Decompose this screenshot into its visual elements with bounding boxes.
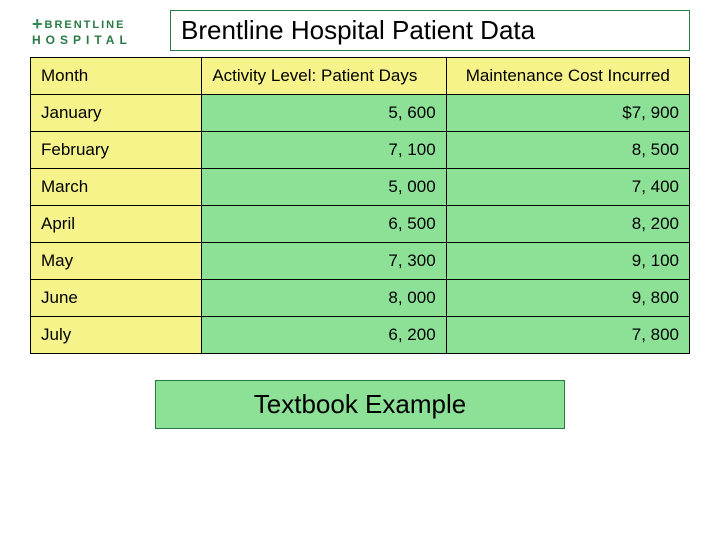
cell-cost: 8, 500 <box>446 132 689 169</box>
table-row: January5, 600$7, 900 <box>31 95 690 132</box>
cell-activity: 7, 300 <box>202 243 446 280</box>
cell-month: July <box>31 317 202 354</box>
table-row: May7, 3009, 100 <box>31 243 690 280</box>
col-header-activity: Activity Level: Patient Days <box>202 58 446 95</box>
footer-label: Textbook Example <box>155 380 564 429</box>
cell-cost: 7, 800 <box>446 317 689 354</box>
brand-logo: + BRENTLINE HOSPITAL <box>30 12 170 49</box>
table-row: April6, 5008, 200 <box>31 206 690 243</box>
cell-activity: 6, 200 <box>202 317 446 354</box>
cell-activity: 8, 000 <box>202 280 446 317</box>
cell-activity: 5, 000 <box>202 169 446 206</box>
cell-cost: 9, 100 <box>446 243 689 280</box>
cell-month: March <box>31 169 202 206</box>
header-row: + BRENTLINE HOSPITAL Brentline Hospital … <box>30 10 690 51</box>
cell-cost: 9, 800 <box>446 280 689 317</box>
cell-month: June <box>31 280 202 317</box>
cell-month: May <box>31 243 202 280</box>
col-header-month: Month <box>31 58 202 95</box>
table-row: March5, 0007, 400 <box>31 169 690 206</box>
cell-activity: 7, 100 <box>202 132 446 169</box>
cell-cost: 8, 200 <box>446 206 689 243</box>
cell-month: April <box>31 206 202 243</box>
table-row: July6, 2007, 800 <box>31 317 690 354</box>
brand-subtitle: HOSPITAL <box>32 33 132 47</box>
cell-cost: 7, 400 <box>446 169 689 206</box>
patient-data-table: Month Activity Level: Patient Days Maint… <box>30 57 690 354</box>
col-header-cost: Maintenance Cost Incurred <box>446 58 689 95</box>
cell-cost: $7, 900 <box>446 95 689 132</box>
cell-month: February <box>31 132 202 169</box>
page-title: Brentline Hospital Patient Data <box>170 10 690 51</box>
brand-name: BRENTLINE <box>45 19 126 31</box>
cell-activity: 5, 600 <box>202 95 446 132</box>
plus-icon: + <box>32 14 43 35</box>
table-row: February7, 1008, 500 <box>31 132 690 169</box>
table-row: June8, 0009, 800 <box>31 280 690 317</box>
cell-month: January <box>31 95 202 132</box>
cell-activity: 6, 500 <box>202 206 446 243</box>
